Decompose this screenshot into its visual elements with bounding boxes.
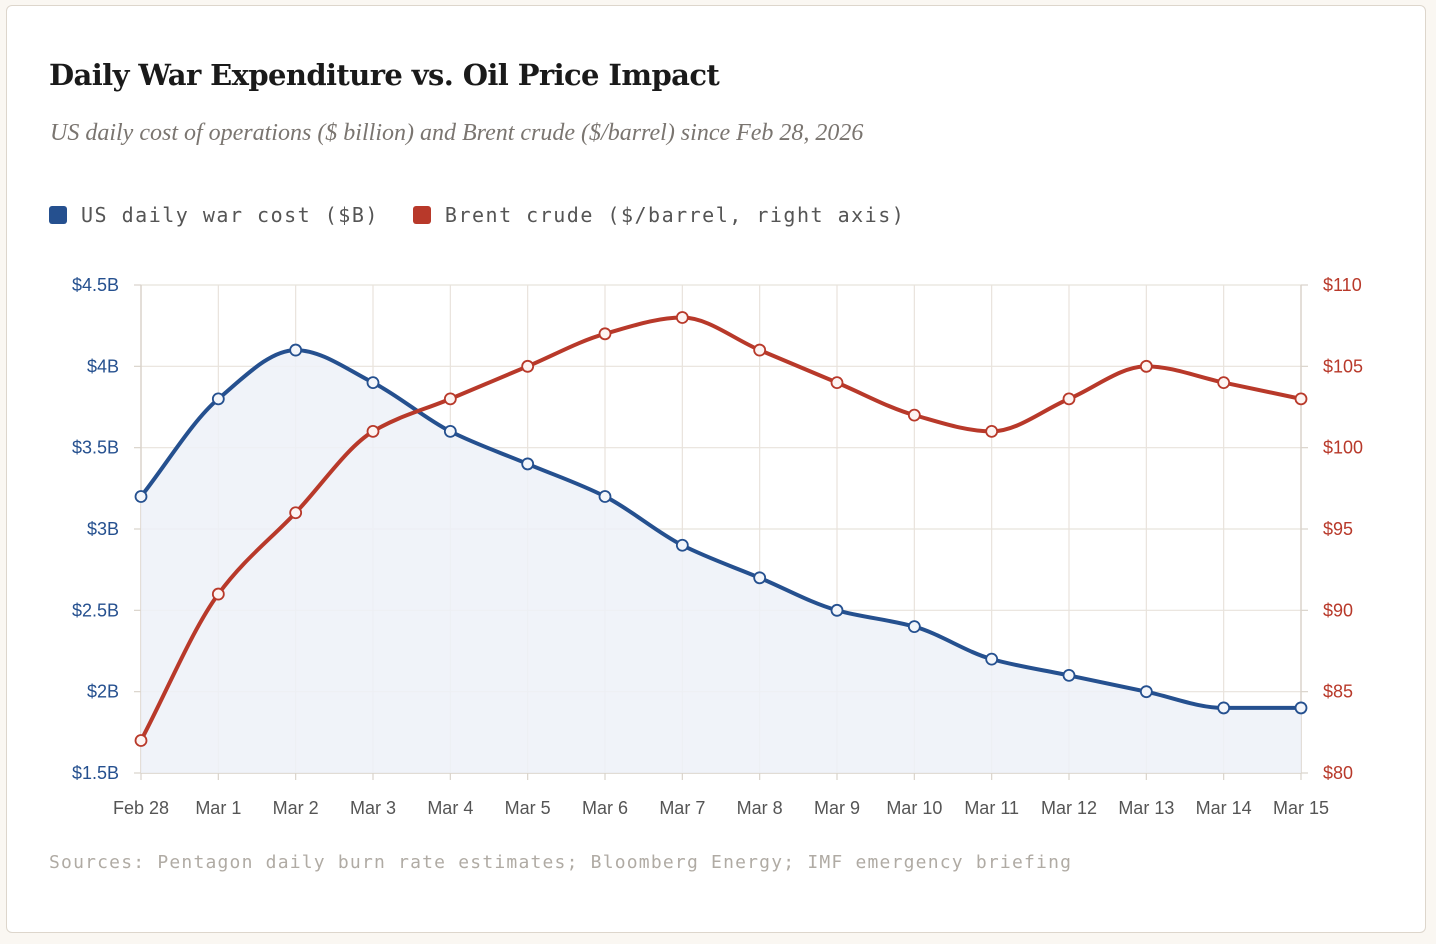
war-cost-point xyxy=(1217,701,1231,715)
x-tick-label: Mar 5 xyxy=(505,798,551,818)
brent-crude-point xyxy=(1217,376,1231,390)
legend-swatch-war-cost xyxy=(49,206,67,224)
brent-crude-point xyxy=(985,424,999,438)
y-right-tick-label: $95 xyxy=(1323,519,1353,539)
brent-crude-point xyxy=(830,376,844,390)
chart-legend: US daily war cost ($B) Brent crude ($/ba… xyxy=(49,203,939,227)
war-cost-point xyxy=(289,343,303,357)
brent-crude-point xyxy=(521,359,535,373)
legend-item-brent-crude[interactable]: Brent crude ($/barrel, right axis) xyxy=(412,203,906,227)
y-right-tick-label: $110 xyxy=(1323,275,1362,295)
x-tick-label: Mar 6 xyxy=(582,798,628,818)
chart-title: Daily War Expenditure vs. Oil Price Impa… xyxy=(49,58,720,92)
war-cost-point xyxy=(443,424,457,438)
x-tick-label: Feb 28 xyxy=(113,798,169,818)
brent-crude-point xyxy=(1139,359,1153,373)
y-left-tick-label: $4B xyxy=(87,356,119,376)
x-tick-label: Mar 3 xyxy=(350,798,396,818)
war-cost-point xyxy=(211,392,225,406)
brent-crude-point xyxy=(675,311,689,324)
war-cost-point xyxy=(1062,669,1076,682)
war-cost-point xyxy=(598,490,612,503)
war-cost-point xyxy=(1294,701,1308,715)
war-cost-point xyxy=(1139,685,1153,699)
legend-item-war-cost[interactable]: US daily war cost ($B) xyxy=(49,203,379,227)
war-cost-area xyxy=(141,350,1301,773)
x-tick-label: Mar 14 xyxy=(1196,798,1252,818)
x-tick-label: Mar 15 xyxy=(1273,798,1329,818)
y-right-tick-label: $80 xyxy=(1323,763,1353,783)
brent-crude-point xyxy=(289,506,303,520)
y-right-tick-label: $105 xyxy=(1323,356,1363,376)
war-cost-point xyxy=(753,571,767,585)
brent-crude-point xyxy=(1294,392,1308,406)
brent-crude-point xyxy=(753,343,767,357)
x-tick-label: Mar 11 xyxy=(964,798,1019,818)
x-tick-label: Mar 1 xyxy=(195,798,241,818)
y-left-tick-label: $1.5B xyxy=(72,763,119,783)
x-tick-label: Mar 8 xyxy=(737,798,783,818)
war-cost-point xyxy=(134,490,148,503)
legend-label-war-cost: US daily war cost ($B) xyxy=(81,203,379,227)
x-tick-label: Mar 10 xyxy=(886,798,942,818)
y-right-tick-label: $100 xyxy=(1323,438,1363,458)
war-cost-point xyxy=(907,620,921,633)
y-left-tick-label: $2B xyxy=(87,682,119,702)
brent-crude-line xyxy=(139,315,1303,743)
y-right-tick-label: $85 xyxy=(1323,682,1353,702)
x-tick-label: Mar 4 xyxy=(427,798,473,818)
legend-swatch-brent-crude xyxy=(412,206,431,224)
x-tick-label: Mar 12 xyxy=(1041,798,1097,818)
chart-source: Sources: Pentagon daily burn rate estima… xyxy=(49,852,1073,873)
y-left-tick-label: $3B xyxy=(87,519,119,539)
x-tick-label: Mar 2 xyxy=(273,798,319,818)
x-tick-label: Mar 7 xyxy=(659,798,705,818)
war-cost-point xyxy=(521,457,535,471)
chart-subtitle: US daily cost of operations ($ billion) … xyxy=(50,120,864,146)
brent-crude-point xyxy=(1062,392,1076,406)
war-cost-point xyxy=(366,376,380,390)
war-cost-point xyxy=(830,603,844,617)
x-tick-label: Mar 9 xyxy=(814,798,860,818)
war-cost-point xyxy=(675,538,689,552)
brent-crude-point xyxy=(907,408,921,422)
brent-crude-point xyxy=(598,327,612,341)
brent-crude-point xyxy=(211,587,225,601)
war-cost-point xyxy=(985,652,999,666)
y-left-tick-label: $4.5B xyxy=(72,275,119,295)
brent-crude-point xyxy=(134,734,148,747)
legend-label-brent-crude: Brent crude ($/barrel, right axis) xyxy=(444,203,906,227)
war-cost-line xyxy=(139,348,1303,710)
brent-crude-point xyxy=(366,424,380,438)
y-left-tick-label: $3.5B xyxy=(72,438,119,458)
x-tick-label: Mar 13 xyxy=(1118,798,1174,818)
brent-crude-point xyxy=(443,392,457,406)
y-right-tick-label: $90 xyxy=(1323,600,1353,620)
y-left-tick-label: $2.5B xyxy=(72,600,119,620)
